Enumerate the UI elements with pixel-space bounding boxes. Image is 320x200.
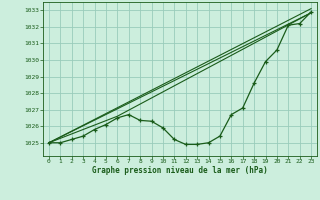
X-axis label: Graphe pression niveau de la mer (hPa): Graphe pression niveau de la mer (hPa) <box>92 166 268 175</box>
